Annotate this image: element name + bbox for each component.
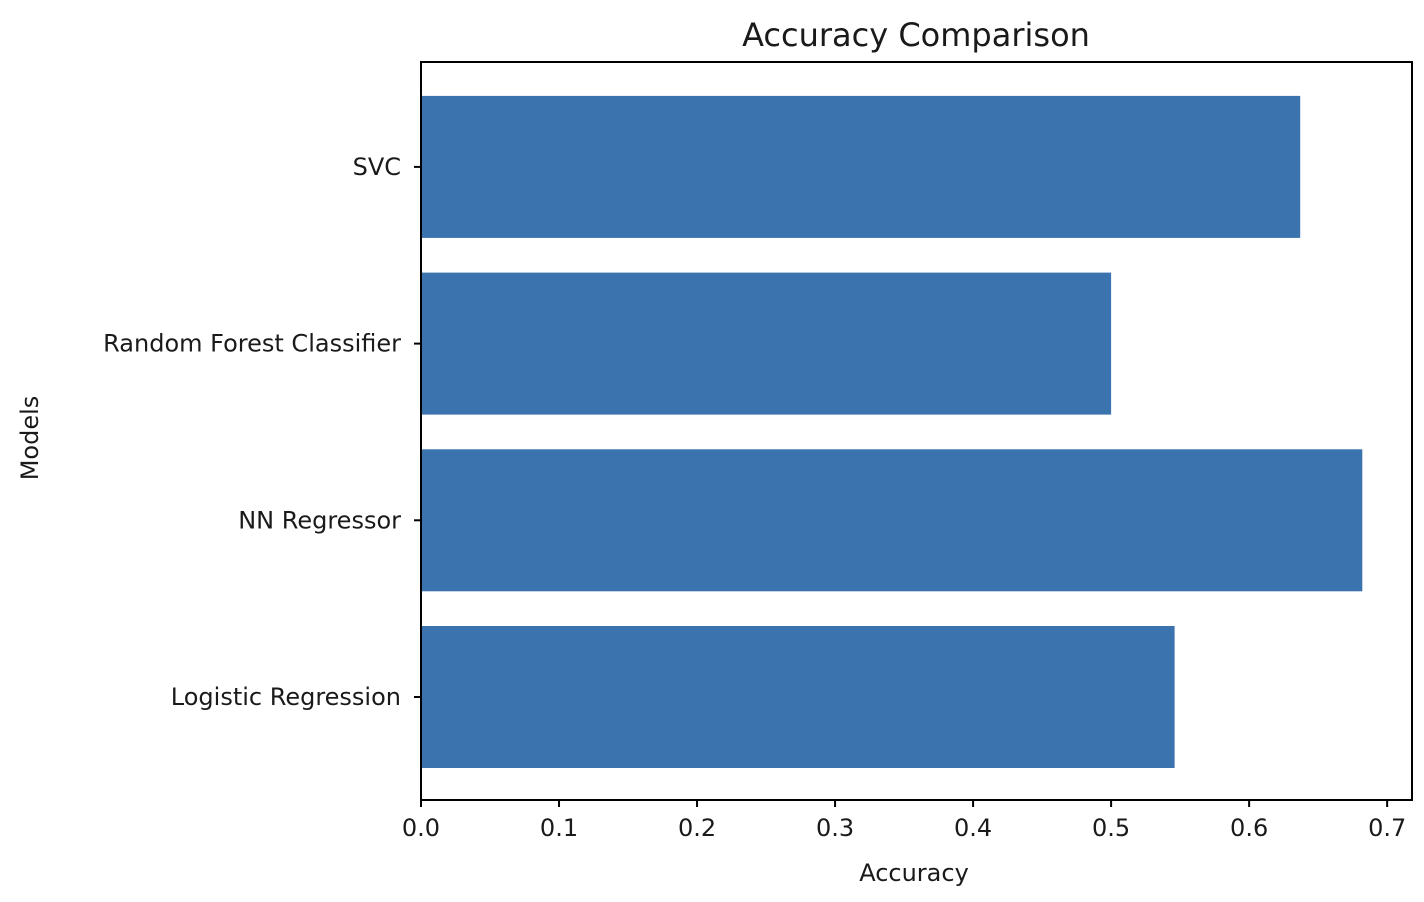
y-tick-label-random-forest-classifier: Random Forest Classifier (103, 330, 401, 358)
bar-nn-regressor (421, 449, 1363, 592)
x-tick-label: 0.6 (1230, 814, 1268, 842)
plot-frame (420, 61, 1413, 801)
x-tick-label: 0.4 (954, 814, 992, 842)
y-tick-label-svc: SVC (353, 153, 401, 181)
x-tick-label: 0.2 (678, 814, 716, 842)
chart-title: Accuracy Comparison (742, 16, 1090, 54)
x-ticks-layer: 0.0 0.1 0.2 0.3 0.4 0.5 0.6 0.7 (402, 800, 1406, 842)
bars-layer (421, 95, 1363, 768)
bar-random-forest-classifier (421, 272, 1112, 415)
y-ticks-layer: Logistic Regression NN Regressor Random Fo… (103, 153, 421, 711)
y-axis-label: Models (16, 396, 44, 481)
y-tick-label-nn-regressor: NN Regressor (238, 506, 401, 534)
x-tick-label: 0.5 (1092, 814, 1130, 842)
x-axis-label: Accuracy (859, 859, 969, 887)
x-tick-label: 0.3 (816, 814, 854, 842)
bar-logistic-regression (421, 626, 1175, 768)
bar-svc (421, 95, 1301, 238)
x-tick-label: 0.0 (402, 814, 440, 842)
x-tick-label: 0.7 (1368, 814, 1406, 842)
x-tick-label: 0.1 (540, 814, 578, 842)
y-tick-label-logistic-regression: Logistic Regression (171, 683, 401, 711)
